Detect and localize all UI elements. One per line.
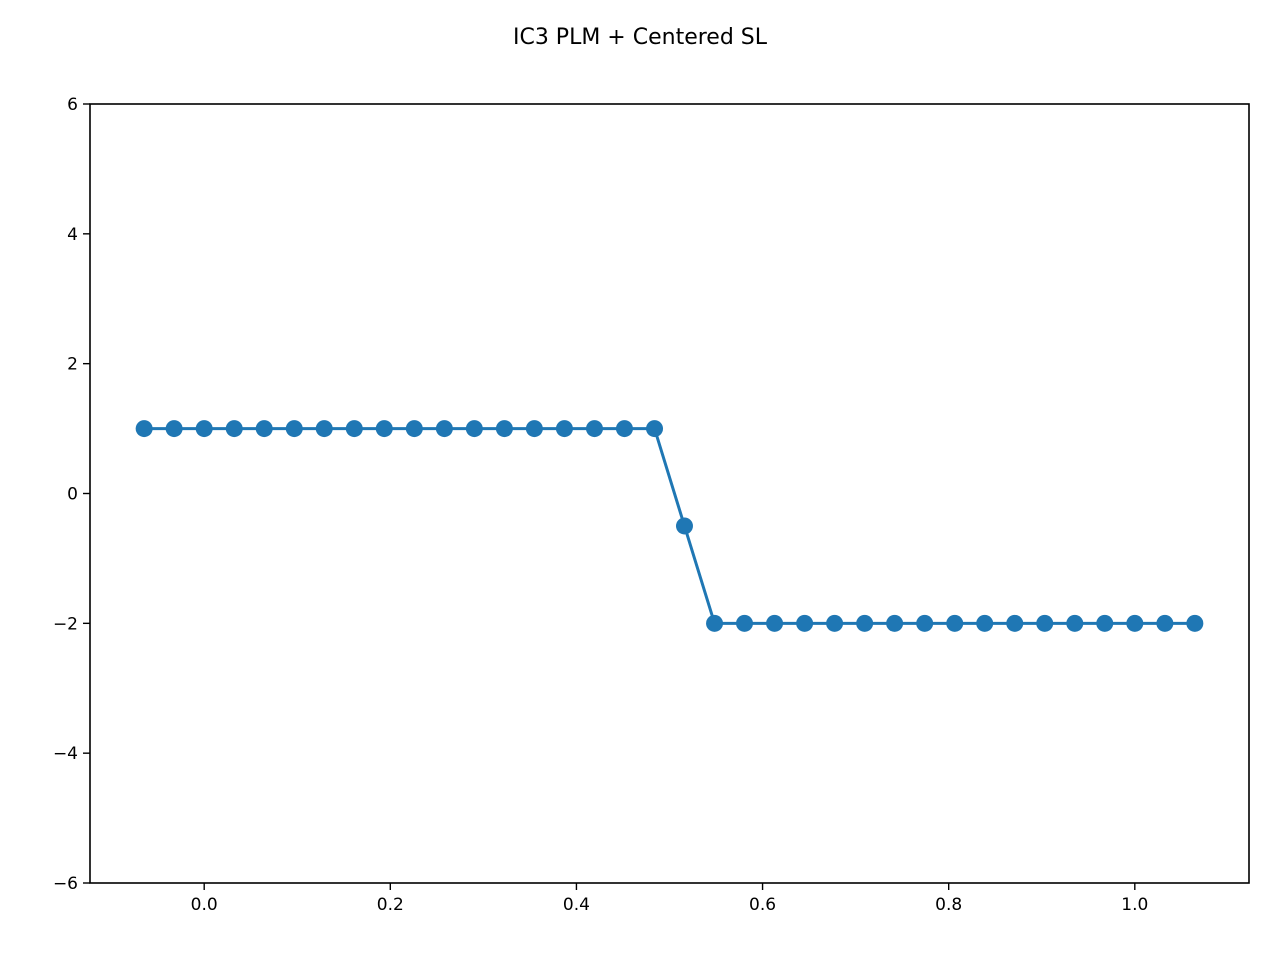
data-point: [465, 420, 483, 438]
data-point: [886, 614, 904, 632]
data-point: [525, 420, 543, 438]
data-point: [1096, 614, 1114, 632]
data-point: [585, 420, 603, 438]
data-point: [345, 420, 363, 438]
data-point: [646, 420, 664, 438]
data-point: [736, 614, 754, 632]
data-point: [405, 420, 423, 438]
data-point: [706, 614, 724, 632]
data-point: [255, 420, 273, 438]
y-tick-label: −4: [53, 744, 78, 764]
data-point: [1006, 614, 1024, 632]
x-tick-label: 0.8: [935, 895, 962, 915]
data-point: [435, 420, 453, 438]
data-point: [856, 614, 874, 632]
data-point: [946, 614, 964, 632]
x-tick-label: 0.6: [749, 895, 776, 915]
data-point: [615, 420, 633, 438]
chart-title: IC3 PLM + Centered SL: [513, 25, 768, 50]
data-point: [195, 420, 213, 438]
data-point: [675, 517, 693, 535]
y-tick-label: 6: [67, 95, 78, 115]
data-point: [1036, 614, 1054, 632]
data-point: [916, 614, 934, 632]
y-tick-label: 4: [67, 225, 78, 245]
x-tick-label: 0.2: [377, 895, 404, 915]
data-point: [285, 420, 303, 438]
data-point: [225, 420, 243, 438]
data-point: [766, 614, 784, 632]
data-point: [1066, 614, 1084, 632]
data-point: [1156, 614, 1174, 632]
data-point: [375, 420, 393, 438]
y-tick-label: 0: [67, 485, 78, 505]
y-tick-label: 2: [67, 355, 78, 375]
data-point: [976, 614, 994, 632]
data-point: [315, 420, 333, 438]
x-tick-label: 1.0: [1121, 895, 1148, 915]
y-tick-label: −2: [53, 614, 78, 634]
data-point: [796, 614, 814, 632]
data-point: [826, 614, 844, 632]
y-tick-label: −6: [53, 874, 78, 894]
data-point: [1186, 614, 1204, 632]
data-point: [495, 420, 513, 438]
x-tick-label: 0.4: [563, 895, 590, 915]
plot-frame: [89, 103, 1250, 884]
plot-area: 0.0 0.2 0.4 0.6 0.8 1.0 −6 −4 −2 0 2 4 6: [53, 95, 1250, 915]
data-point: [165, 420, 183, 438]
x-tick-label: 0.0: [191, 895, 218, 915]
data-point: [135, 420, 153, 438]
data-point: [555, 420, 573, 438]
series-line: [144, 427, 1195, 625]
data-point: [1126, 614, 1144, 632]
